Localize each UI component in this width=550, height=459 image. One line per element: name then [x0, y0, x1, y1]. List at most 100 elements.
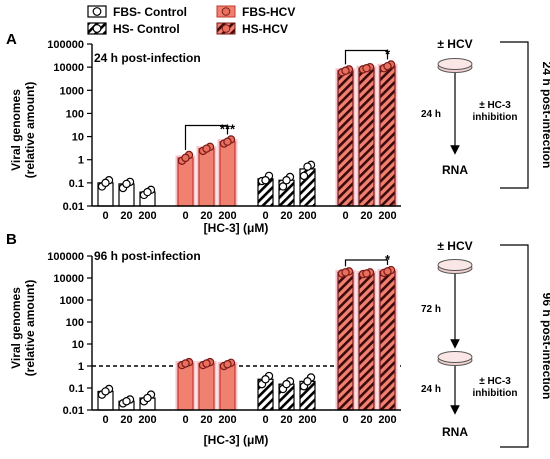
x-tick-label: 0 — [262, 210, 268, 222]
schematic-a-end-label: RNA — [442, 163, 468, 177]
data-point — [362, 269, 371, 278]
bar-fbs-hcv-0 — [177, 157, 194, 207]
legend-item-hs-hcv: HS-HCV — [216, 22, 288, 36]
dish-icon — [437, 259, 473, 274]
data-point — [122, 397, 131, 406]
bars-a — [97, 60, 398, 207]
y-tick-label: 100 — [66, 108, 84, 120]
bar-hs-hcv-20 — [358, 272, 375, 411]
data-point — [261, 176, 270, 185]
data-point — [383, 61, 392, 71]
schematic-a-bracket — [500, 41, 529, 189]
schematic-a-step-note-2: inhibition — [473, 112, 518, 123]
schematic-b-side-label: 96 h post-infection — [540, 293, 550, 400]
bar-fbs-hcv-200 — [219, 141, 236, 207]
x-tick-label: 0 — [262, 414, 268, 426]
bar-hs-hcv-20 — [358, 67, 375, 207]
panel-title-a: 24 h post-infection — [94, 51, 201, 65]
y-tick-label: 10000 — [53, 62, 84, 74]
legend-item-hs-control: HS- Control — [87, 22, 180, 36]
schematic-a-side-label: 24 h post-infection — [540, 62, 550, 169]
data-point — [341, 66, 350, 75]
data-point — [303, 162, 312, 171]
data-point — [181, 153, 190, 163]
x-tick-label: 200 — [378, 210, 396, 222]
y-tick-label: 10000 — [53, 273, 84, 285]
panel-a-chart: A Viral genomes (relative amount) 24 h p… — [6, 31, 401, 235]
schematic-b-end-label: RNA — [442, 425, 468, 439]
y-tick-label: 1 — [78, 361, 84, 373]
data-point — [223, 137, 232, 146]
significance-label: *** — [220, 121, 236, 136]
data-point — [261, 375, 270, 384]
x-tick-label: 200 — [138, 210, 156, 222]
schematic-b-top-label: ± HCV — [437, 239, 472, 253]
data-point — [282, 379, 291, 389]
significance-bracket — [184, 124, 229, 150]
schematic-b: ± HCV 72 h 24 h ± HC-3 inhibition RNA 96… — [421, 239, 550, 448]
dish-icon — [437, 58, 473, 73]
legend-label-fbs-hcv: FBS-HCV — [242, 5, 295, 19]
panel-letter-a: A — [6, 31, 17, 48]
y-tick-label: 100000 — [47, 39, 84, 51]
data-point — [299, 171, 309, 181]
legend: FBS- Control FBS-HCV HS- Control HS-HCV — [87, 5, 295, 36]
panel-letter-b: B — [6, 231, 17, 248]
y-ticks-b: 0.01 0.1 1 10 100 1000 10000 100000 — [47, 251, 92, 417]
x-tick-label: 200 — [298, 414, 316, 426]
data-point — [303, 377, 312, 386]
data-point — [101, 178, 110, 188]
significance-bracket — [344, 49, 389, 65]
data-point — [223, 360, 232, 369]
y-tick-label: 100 — [66, 317, 84, 329]
y-tick-label: 10 — [72, 339, 84, 351]
x-tick-label: 0 — [182, 414, 188, 426]
schematic-a-top-label: ± HCV — [437, 37, 472, 51]
x-tick-label: 0 — [102, 210, 108, 222]
x-ticks-a: 0 20 200 0 20 200 0 20 200 0 20 200 — [102, 210, 396, 222]
x-tick-label: 200 — [218, 414, 236, 426]
schematic-b-step2-time: 24 h — [421, 384, 441, 395]
x-tick-label: 0 — [182, 210, 188, 222]
data-point — [383, 267, 392, 276]
y-tick-label: 100000 — [47, 251, 84, 263]
significance-bracket — [344, 259, 389, 267]
x-axis-label-a: [HC-3] (μM) — [204, 221, 269, 235]
y-tick-label: 0.01 — [63, 405, 84, 417]
bar-hs-hcv-200 — [379, 270, 396, 411]
x-tick-label: 200 — [298, 210, 316, 222]
legend-item-fbs-hcv: FBS-HCV — [216, 5, 295, 19]
y-tick-label: 1000 — [60, 295, 84, 307]
schematic-b-step2-note-2: inhibition — [473, 388, 518, 399]
bars-b — [97, 265, 398, 411]
dish-icon — [437, 351, 473, 366]
legend-item-fbs-control: FBS- Control — [87, 5, 187, 19]
x-tick-label: 200 — [218, 210, 236, 222]
data-point — [362, 64, 371, 73]
legend-label-hs-hcv: HS-HCV — [242, 22, 288, 36]
x-axis-label-b: [HC-3] (μM) — [204, 433, 269, 447]
x-tick-label: 20 — [120, 414, 132, 426]
legend-label-fbs-control: FBS- Control — [113, 5, 187, 19]
y-axis-label-a-line1: Viral genomes — [9, 89, 23, 171]
bar-fbs-hcv-20 — [198, 362, 215, 411]
y-tick-label: 0.1 — [69, 383, 84, 395]
schematic-b-step2-note-1: ± HC-3 — [479, 376, 511, 387]
data-point — [143, 393, 152, 403]
x-tick-label: 20 — [200, 414, 212, 426]
y-tick-label: 1 — [78, 155, 84, 167]
y-ticks-a: 0.01 0.1 1 10 100 1000 10000 100000 — [47, 39, 92, 213]
significance-a: **** — [184, 47, 391, 150]
data-point — [282, 176, 291, 185]
data-point — [341, 268, 350, 277]
data-point — [202, 359, 211, 368]
x-tick-label: 0 — [342, 414, 348, 426]
y-tick-label: 10 — [72, 132, 84, 144]
x-ticks-b: 0 20 200 0 20 200 0 20 200 0 20 200 — [102, 414, 396, 426]
y-axis-label-b-line2: (relative amount) — [23, 280, 37, 377]
bar-fbs-hcv-0 — [177, 362, 194, 411]
schematic-b-bracket — [500, 244, 529, 448]
x-tick-label: 20 — [200, 210, 212, 222]
schematic-b-step1-time: 72 h — [421, 304, 441, 315]
